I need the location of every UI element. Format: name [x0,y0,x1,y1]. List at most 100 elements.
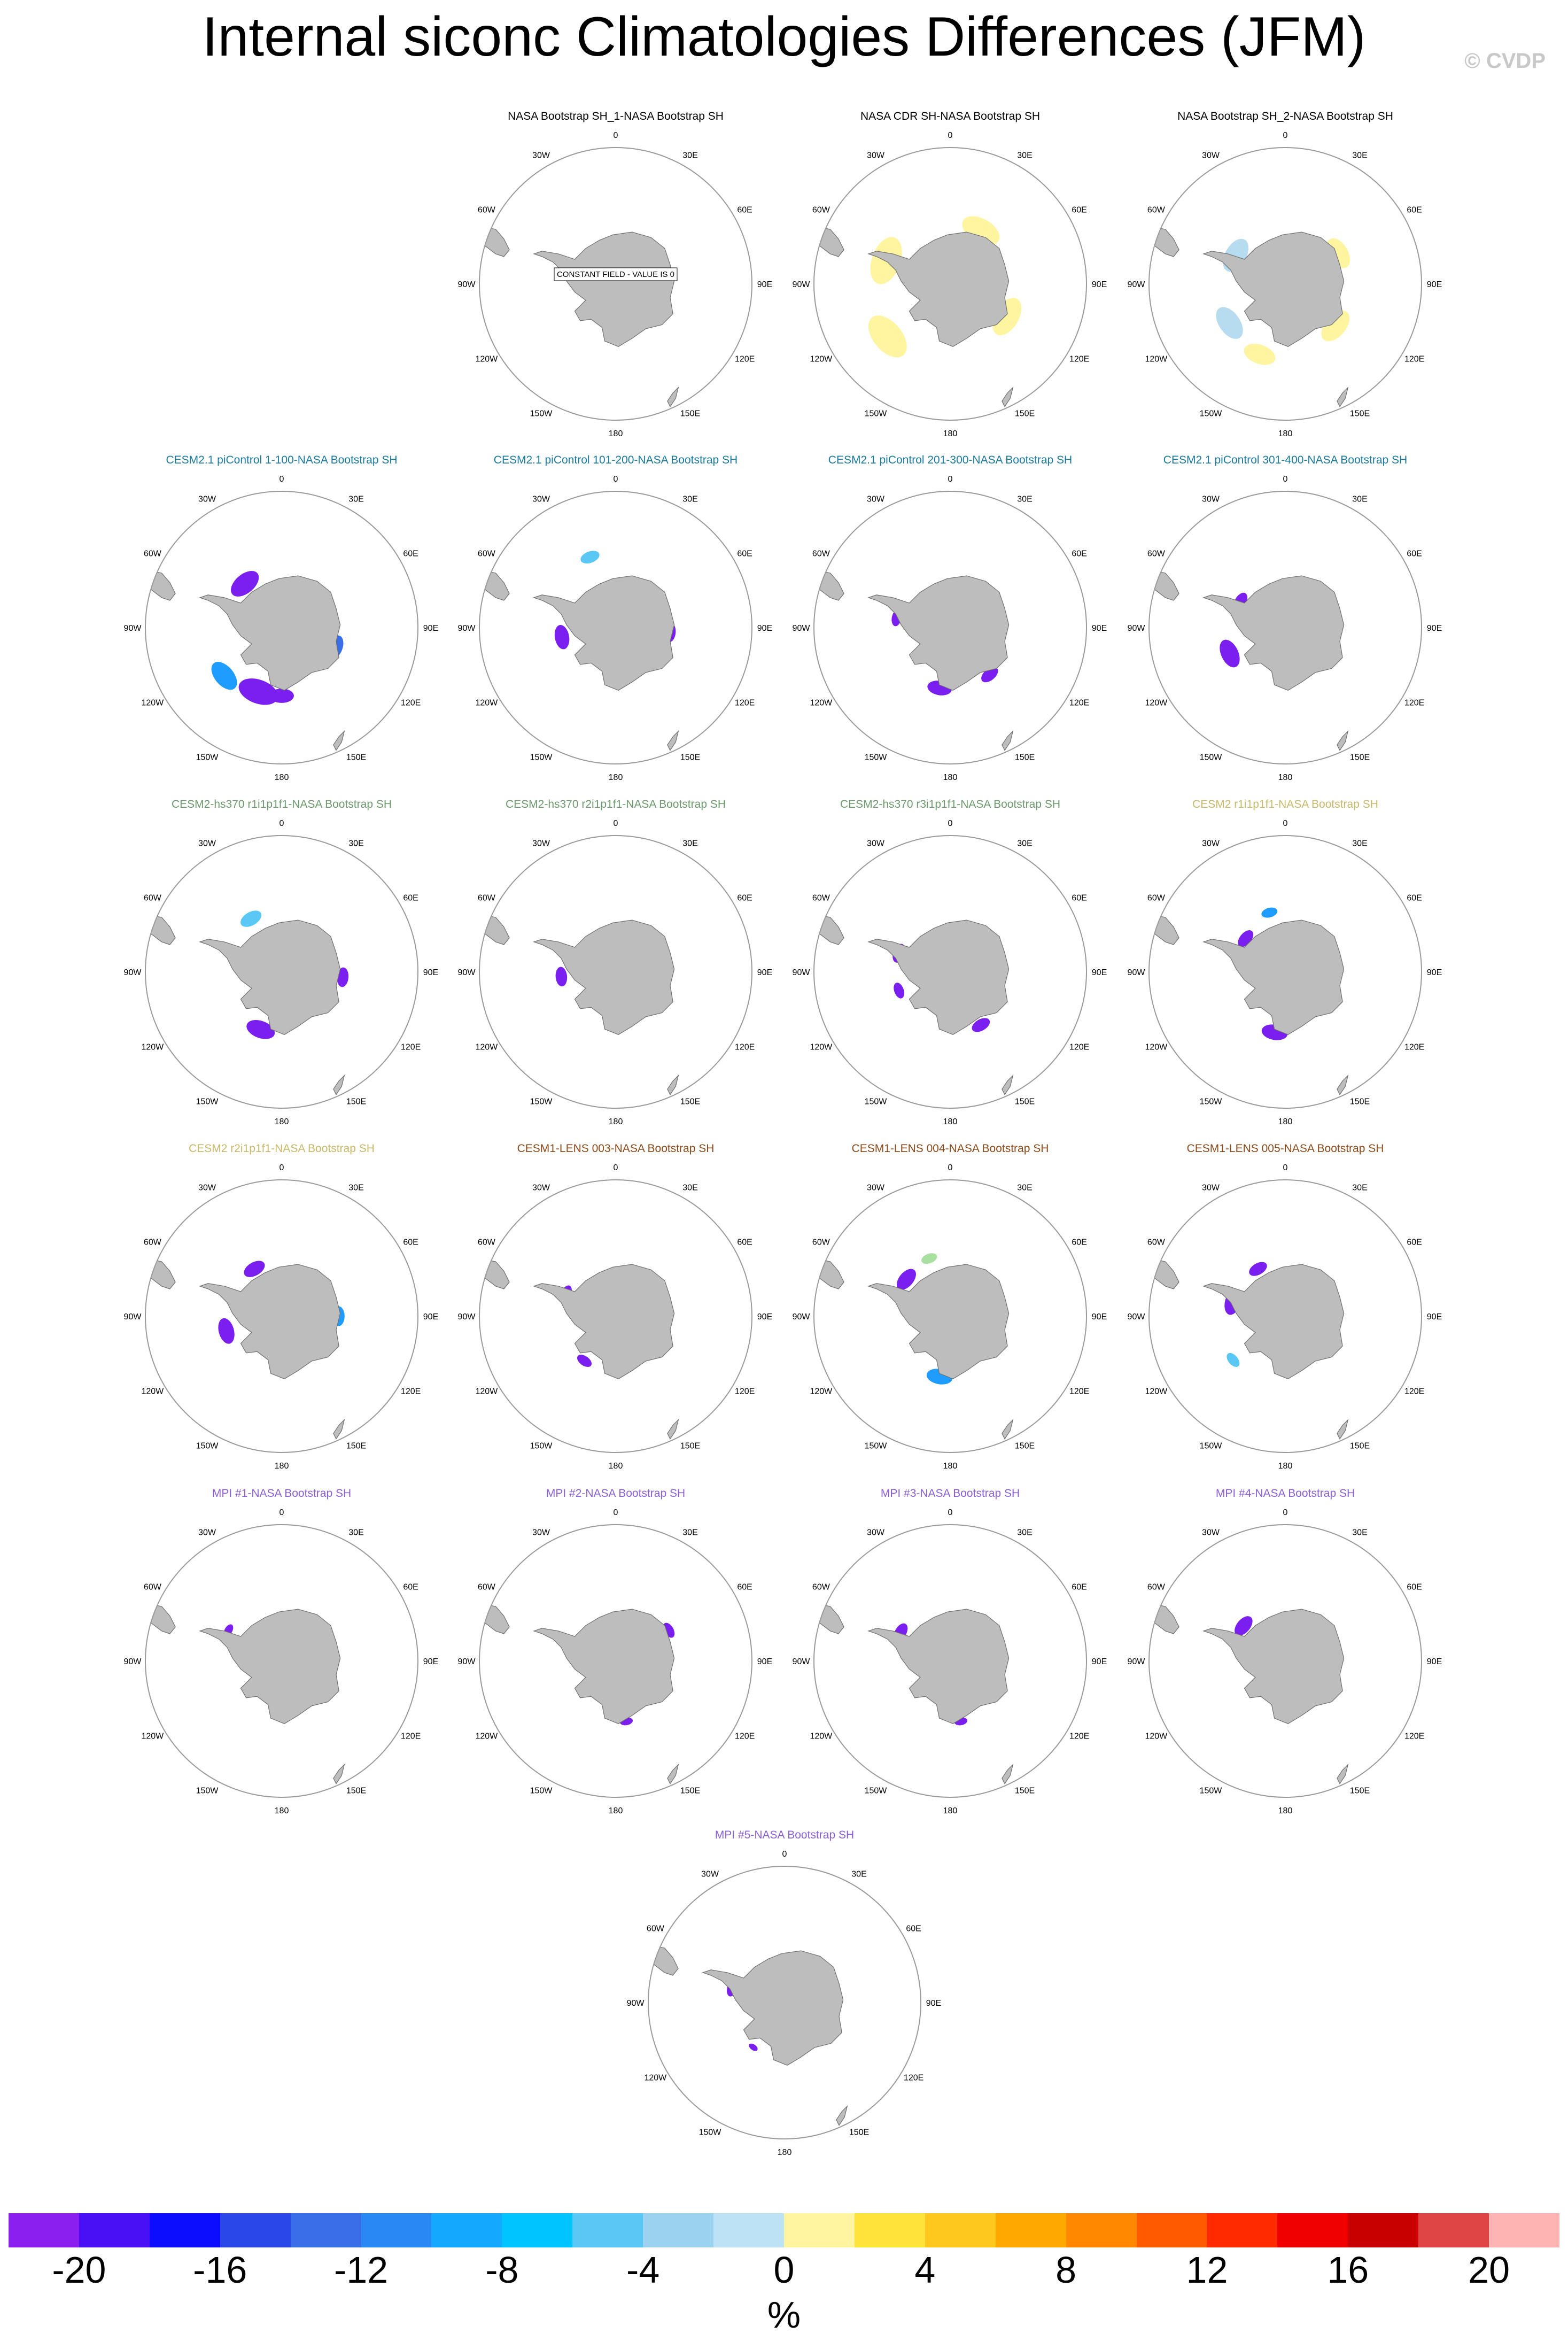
panel-title: NASA Bootstrap SH_1-NASA Bootstrap SH [508,110,724,122]
longitude-label: 30W [867,1528,885,1537]
longitude-label: 90W [124,1657,142,1666]
longitude-label: 0 [1283,475,1288,484]
map-panel: CESM2-hs370 r1i1p1f1-NASA Bootstrap SH 0 3… [121,798,442,1140]
polar-map: 0 30E 60E 90E 120E 150E 180 150W 120W 90W 60W 30W [627,1850,942,2157]
longitude-label: 90E [1092,1312,1107,1322]
panel-title: CESM2.1 piControl 1-100-NASA Bootstrap S… [166,454,398,466]
longitude-label: 30W [867,839,885,848]
longitude-label: 90E [423,624,438,633]
longitude-label: 0 [614,1163,618,1172]
longitude-label: 120W [810,1043,833,1052]
colorbar-tick-label: -16 [193,2249,247,2291]
longitude-label: 0 [948,475,953,484]
longitude-label: 90W [124,1312,142,1322]
longitude-label: 120E [1069,355,1089,364]
longitude-label: 60W [478,550,496,559]
longitude-label: 30W [1202,1183,1220,1192]
longitude-label: 90E [1092,280,1107,289]
longitude-label: 60E [1072,894,1086,903]
panel-title: CESM2 r1i1p1f1-NASA Bootstrap SH [1192,798,1378,810]
longitude-label: 90W [793,280,811,289]
colorbar-segment [1277,2213,1348,2247]
sea-ice-anomaly [218,1318,235,1344]
map-panel: CESM2 r1i1p1f1-NASA Bootstrap SH 0 30E 60E 9… [1125,798,1446,1140]
map-panel: MPI #2-NASA Bootstrap SH 0 30E 60E 90E 120E 15… [455,1487,776,1829]
longitude-label: 150W [196,753,219,762]
map-panel: CESM1-LENS 003-NASA Bootstrap SH 0 30E 60E 9… [455,1142,776,1484]
longitude-label: 60E [1407,894,1422,903]
land-mass [533,231,675,347]
panel-title: CESM2-hs370 r3i1p1f1-NASA Bootstrap SH [840,798,1061,810]
longitude-label: 150W [865,1098,888,1107]
longitude-label: 120W [810,355,833,364]
longitude-label: 30W [1202,1528,1220,1537]
longitude-label: 150W [865,409,888,419]
longitude-label: 180 [275,1462,289,1471]
map-border [479,835,752,1109]
longitude-label: 60E [403,1238,418,1247]
longitude-label: 0 [948,1163,953,1172]
longitude-label: 90W [124,624,142,633]
longitude-label: 120W [475,1387,498,1396]
longitude-label: 30W [1202,494,1220,504]
colorbar-tick-label: -4 [626,2249,660,2291]
longitude-label: 60W [478,894,496,903]
longitude-label: 30E [682,494,697,504]
colorbar-tick-label: 16 [1327,2249,1369,2291]
longitude-label: 30W [198,1183,216,1192]
longitude-label: 90E [757,280,772,289]
land-mass [867,575,1010,691]
map-panel: MPI #3-NASA Bootstrap SH 0 30E 60E 90E 120E 15… [790,1487,1111,1829]
longitude-label: 60W [478,206,496,215]
map-border [145,835,418,1109]
longitude-label: 30W [532,839,550,848]
panel-title: CESM2.1 piControl 101-200-NASA Bootstrap… [493,454,738,466]
longitude-label: 30E [1352,1528,1367,1537]
longitude-label: 150W [1200,1442,1223,1451]
map-border [1148,835,1422,1109]
longitude-label: 60W [812,1583,830,1592]
longitude-label: 150W [865,1787,888,1796]
longitude-label: 60W [478,1238,496,1247]
longitude-label: 0 [948,131,953,140]
longitude-label: 90W [793,1312,811,1322]
colorbar-segment [713,2213,785,2247]
longitude-label: 150E [346,753,366,762]
longitude-label: 120E [1069,1732,1089,1741]
longitude-label: 60W [1147,894,1166,903]
map-panel: NASA Bootstrap SH_2-NASA Bootstrap SH 0 30… [1125,110,1446,452]
map-panel: CESM2.1 piControl 1-100-NASA Bootstrap S… [121,453,442,795]
longitude-label: 150W [865,1442,888,1451]
longitude-label: 60E [737,894,752,903]
sea-ice-anomaly [749,2043,758,2051]
longitude-label: 120E [1404,355,1424,364]
sea-ice-anomaly [555,967,568,987]
map-panel: CESM2 r2i1p1f1-NASA Bootstrap SH 0 30E 60E 9… [121,1142,442,1484]
longitude-label: 90W [1128,1657,1146,1666]
longitude-label: 120E [735,1387,755,1396]
land-mass [721,1411,734,1423]
longitude-label: 180 [943,1462,958,1471]
sea-ice-anomaly [1216,307,1243,339]
longitude-label: 60E [1407,550,1422,559]
longitude-label: 150E [1350,1787,1370,1796]
longitude-label: 30W [198,1528,216,1537]
polar-map: 0 30E 60E 90E 120E 150E 180 150W 120W 90W 60W 30W [458,1163,773,1471]
longitude-label: 60W [1147,206,1166,215]
longitude-label: 30E [1017,151,1032,160]
land-mass [890,2097,903,2110]
longitude-label: 60W [144,1583,162,1592]
longitude-label: 0 [280,1163,284,1172]
longitude-label: 120E [735,355,755,364]
colorbar-segment [1348,2213,1419,2247]
sea-ice-anomaly [269,689,294,703]
longitude-label: 120E [1404,699,1424,708]
land-mass [533,1609,675,1724]
longitude-label: 30E [1017,494,1032,504]
longitude-label: 120W [810,1387,833,1396]
longitude-label: 30W [532,151,550,160]
land-mass [387,1756,400,1768]
colorbar-segment [572,2213,643,2247]
colorbar-segment [995,2213,1067,2247]
map-panel: NASA CDR SH-NASA Bootstrap SH 0 30E 60E 90E 1… [790,110,1111,452]
